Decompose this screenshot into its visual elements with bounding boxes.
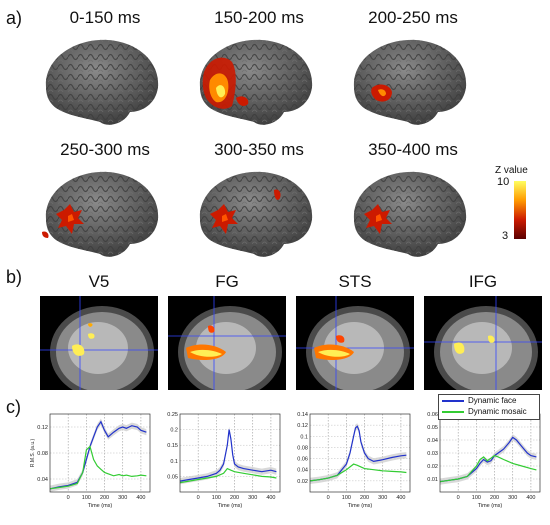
x-tick-label: 100 [212,495,221,501]
y-tick-label: 0.06 [427,412,438,418]
timecourse-plot-ifg: 0.06 0.05 0.04 0.03 0.02 0.01 0 100 200 300 400 Tim… [427,412,541,509]
x-tick-label: 200 [490,495,499,501]
time-window-label: 0-150 ms [69,8,141,27]
series-line-mosaic [309,463,407,482]
y-tick-label: 0.04 [37,477,48,483]
series-line-mosaic [49,445,147,490]
legend-entry-mosaic: Dynamic mosaic [439,406,539,417]
legend-label-mosaic: Dynamic mosaic [468,407,527,416]
panel-label-a: a) [6,8,23,28]
slice-label-fg: FG [215,272,239,291]
x-tick-label: 100 [342,495,351,501]
x-tick-label: 200 [230,495,239,501]
x-tick-label: 300 [118,495,127,501]
y-tick-label: 0.15 [167,443,178,449]
x-tick-label: 200 [360,495,369,501]
plot-frame [49,413,151,493]
plot-frame [179,413,281,493]
y-tick-label: 0.04 [427,438,438,444]
time-window-label: 250-300 ms [60,140,150,159]
x-tick-label: 400 [526,495,535,501]
y-tick-label: 0.01 [427,477,438,483]
y-tick-label: 0.04 [297,468,308,474]
x-tick-label: 0 [67,495,70,501]
x-tick-label: 0 [457,495,460,501]
slice-label-sts: STS [338,272,372,291]
brain-render-350-400 [353,171,467,257]
mri-slice-v5 [40,296,158,390]
mri-slice-ifg [424,296,542,390]
series-legend: Dynamic face Dynamic mosaic [438,394,540,420]
x-tick-label: 100 [472,495,481,501]
legend-entry-face: Dynamic face [439,395,539,406]
x-axis-label: Time (ms) [218,503,243,509]
brain-render-300-350 [199,171,313,257]
x-axis-label: Time (ms) [88,503,113,509]
y-tick-label: 0.12 [37,425,48,431]
brain-render-0-150 [45,39,159,125]
x-axis-label: Time (ms) [348,503,373,509]
timecourse-plot-sts: 0.14 0.12 0.1 0.08 0.06 0.04 0.02 0 100 200 300 400… [297,412,411,509]
y-tick-label: 0.02 [297,479,308,485]
y-tick-label: 0.1 [300,434,308,440]
time-window-label: 300-350 ms [214,140,304,159]
error-band [50,418,147,492]
error-band [310,423,407,484]
legend-label-face: Dynamic face [468,396,517,405]
x-tick-label: 0 [327,495,330,501]
y-axis-label: R.M.S. (a.u.) [30,438,36,467]
x-tick-label: 200 [100,495,109,501]
y-tick-label: 0.12 [297,423,308,429]
time-window-label: 200-250 ms [368,8,458,27]
mri-slice-sts [296,296,414,390]
x-axis-label: Time (ms) [478,503,503,509]
x-tick-label: 0 [197,495,200,501]
y-tick-label: 0.1 [170,459,178,465]
y-tick-label: 0.05 [167,474,178,480]
y-tick-label: 0.08 [297,445,308,451]
x-tick-label: 300 [508,495,517,501]
time-window-label: 350-400 ms [368,140,458,159]
zscale-title: Z value [495,165,528,176]
brain-render-250-300 [42,171,159,257]
x-tick-label: 400 [396,495,405,501]
y-tick-label: 0.06 [297,457,308,463]
x-tick-label: 400 [266,495,275,501]
mri-slice-fg [168,296,286,390]
x-tick-label: 400 [136,495,145,501]
series-line-face [309,425,407,482]
y-tick-label: 0.03 [427,451,438,457]
brain-render-150-200 [199,39,313,125]
x-tick-label: 300 [378,495,387,501]
timecourse-plot-v5: 0.12 0.08 0.04 0 100 200 300 400 Time (ms) R.M.S.… [30,413,151,509]
x-tick-label: 300 [248,495,257,501]
y-tick-label: 0.2 [170,428,178,434]
y-tick-label: 0.08 [37,451,48,457]
legend-swatch-face [442,399,464,402]
y-tick-label: 0.14 [297,412,308,418]
y-tick-label: 0.02 [427,464,438,470]
series-line-mosaic [179,467,277,484]
panel-label-b: b) [6,267,23,287]
x-tick-label: 100 [82,495,91,501]
y-tick-label: 0.25 [167,412,178,418]
y-tick-label: 0.05 [427,425,438,431]
slice-label-ifg: IFG [468,272,498,291]
brain-render-200-250 [353,39,467,125]
time-window-label: 150-200 ms [214,8,304,27]
series-line-face [179,429,277,482]
slice-label-v5: V5 [88,272,110,291]
zscale-colorbar [514,181,526,239]
plot-frame [309,413,411,493]
panel-label-c: c) [6,397,21,417]
zscale-min: 3 [502,230,509,242]
timecourse-plot-fg: 0.25 0.2 0.15 0.1 0.05 0 100 200 300 400 Time (ms) [167,412,281,509]
zscale-max: 10 [497,176,510,188]
series-line-mosaic [439,454,537,483]
legend-swatch-mosaic [442,410,464,413]
